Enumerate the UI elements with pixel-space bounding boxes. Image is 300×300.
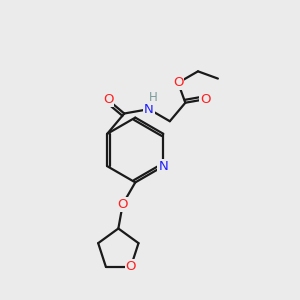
Text: O: O (200, 93, 210, 106)
Text: O: O (173, 76, 183, 89)
Text: O: O (126, 260, 136, 273)
Text: O: O (103, 93, 113, 106)
Text: N: N (158, 160, 168, 173)
Text: N: N (144, 103, 154, 116)
Text: O: O (118, 198, 128, 211)
Text: H: H (149, 91, 158, 104)
